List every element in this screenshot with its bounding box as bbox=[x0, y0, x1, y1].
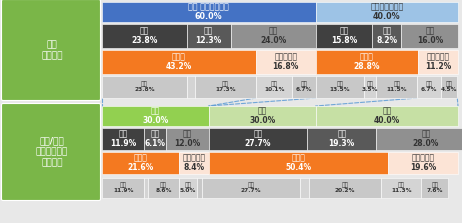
Text: 운영유지비
19.6%: 운영유지비 19.6% bbox=[410, 154, 436, 172]
Bar bbox=[102, 50, 256, 74]
Bar bbox=[256, 76, 292, 98]
Bar bbox=[292, 76, 316, 98]
Bar bbox=[102, 76, 187, 98]
Text: 국비
27.7%: 국비 27.7% bbox=[241, 182, 261, 194]
Bar bbox=[144, 178, 148, 198]
Text: 요금
6.7%: 요금 6.7% bbox=[296, 81, 312, 93]
Bar bbox=[309, 178, 381, 198]
Bar bbox=[364, 76, 377, 98]
Text: 국비
27.7%: 국비 27.7% bbox=[245, 130, 271, 148]
Bar bbox=[102, 2, 316, 22]
Text: 건설비
50.4%: 건설비 50.4% bbox=[286, 154, 311, 172]
Text: 우수
30.0%: 우수 30.0% bbox=[249, 107, 275, 125]
Text: 운영유지비
11.2%: 운영유지비 11.2% bbox=[425, 53, 451, 71]
Text: 운영유지비
8.4%: 운영유지비 8.4% bbox=[182, 154, 206, 172]
Bar bbox=[148, 178, 179, 198]
Bar bbox=[209, 106, 316, 126]
Bar bbox=[102, 152, 179, 174]
Text: 건설비
28.8%: 건설비 28.8% bbox=[353, 53, 380, 71]
Text: 지방
6.1%: 지방 6.1% bbox=[145, 130, 166, 148]
Bar bbox=[372, 24, 401, 48]
Text: 요금
16.0%: 요금 16.0% bbox=[417, 27, 443, 45]
Bar bbox=[179, 152, 209, 174]
Text: 지방
12.3%: 지방 12.3% bbox=[195, 27, 222, 45]
Text: 요금
20.2%: 요금 20.2% bbox=[335, 182, 355, 194]
Bar bbox=[102, 24, 187, 48]
Bar bbox=[187, 76, 195, 98]
Bar bbox=[197, 178, 202, 198]
Text: 지방
19.3%: 지방 19.3% bbox=[328, 130, 355, 148]
Text: 요금
24.0%: 요금 24.0% bbox=[260, 27, 286, 45]
Bar bbox=[377, 76, 417, 98]
Bar bbox=[421, 178, 449, 198]
Bar bbox=[401, 24, 458, 48]
Text: 침수방재서비스
40.0%: 침수방재서비스 40.0% bbox=[370, 3, 403, 21]
Text: 기존
비용분담: 기존 비용분담 bbox=[41, 40, 63, 60]
Bar bbox=[231, 24, 316, 48]
Text: 지방
11.3%: 지방 11.3% bbox=[391, 182, 412, 194]
Bar bbox=[300, 178, 309, 198]
Text: 요금
8.6%: 요금 8.6% bbox=[155, 182, 172, 194]
Bar bbox=[187, 24, 231, 48]
Bar bbox=[418, 50, 458, 74]
Bar bbox=[195, 76, 256, 98]
Text: 지방
5.0%: 지방 5.0% bbox=[180, 182, 196, 194]
Text: 국비
13.5%: 국비 13.5% bbox=[330, 81, 350, 93]
Text: 오수
30.0%: 오수 30.0% bbox=[142, 107, 169, 125]
Text: 요금
4.5%: 요금 4.5% bbox=[441, 81, 457, 93]
Bar bbox=[381, 178, 421, 198]
Text: 국비
11.9%: 국비 11.9% bbox=[113, 182, 134, 194]
Text: 국비
15.8%: 국비 15.8% bbox=[331, 27, 357, 45]
Text: 요금
17.3%: 요금 17.3% bbox=[215, 81, 236, 93]
Bar bbox=[102, 106, 209, 126]
Bar bbox=[166, 128, 209, 150]
Bar bbox=[102, 178, 144, 198]
Text: 요금
7.6%: 요금 7.6% bbox=[426, 182, 443, 194]
Text: 우수
40.0%: 우수 40.0% bbox=[374, 107, 400, 125]
Text: 지방
8.2%: 지방 8.2% bbox=[376, 27, 397, 45]
Bar bbox=[307, 128, 376, 150]
Text: 건설비
21.6%: 건설비 21.6% bbox=[128, 154, 153, 172]
Text: 오수/우수
비용비율적용
비용분담: 오수/우수 비용비율적용 비용분담 bbox=[36, 136, 68, 168]
Bar bbox=[441, 76, 457, 98]
Text: 운영유지비
16.8%: 운영유지비 16.8% bbox=[273, 53, 299, 71]
Text: 건설비
43.2%: 건설비 43.2% bbox=[166, 53, 192, 71]
Text: 국비
23.8%: 국비 23.8% bbox=[131, 27, 158, 45]
Bar bbox=[417, 76, 441, 98]
Bar bbox=[316, 2, 458, 22]
Text: 요금
11.5%: 요금 11.5% bbox=[387, 81, 407, 93]
Text: 국비
11.9%: 국비 11.9% bbox=[110, 130, 136, 148]
Bar bbox=[316, 76, 364, 98]
Bar bbox=[256, 50, 316, 74]
Bar bbox=[316, 24, 372, 48]
FancyBboxPatch shape bbox=[1, 103, 101, 200]
Text: 지방
3.5%: 지방 3.5% bbox=[362, 81, 378, 93]
Bar bbox=[388, 152, 458, 174]
Text: 기존 하수도서비스
60.0%: 기존 하수도서비스 60.0% bbox=[188, 3, 229, 21]
Bar bbox=[179, 178, 197, 198]
Bar bbox=[316, 106, 458, 126]
Text: 요금
28.0%: 요금 28.0% bbox=[413, 130, 439, 148]
Bar bbox=[202, 178, 300, 198]
FancyBboxPatch shape bbox=[1, 0, 101, 101]
Bar bbox=[144, 128, 166, 150]
Text: 요금
12.0%: 요금 12.0% bbox=[174, 130, 201, 148]
Bar bbox=[376, 128, 462, 150]
Bar bbox=[209, 128, 307, 150]
Text: 국비
23.8%: 국비 23.8% bbox=[134, 81, 155, 93]
Bar bbox=[102, 128, 144, 150]
Text: 지방
6.7%: 지방 6.7% bbox=[421, 81, 438, 93]
Bar bbox=[209, 152, 388, 174]
Text: 지방
10.1%: 지방 10.1% bbox=[264, 81, 285, 93]
Bar bbox=[316, 50, 418, 74]
